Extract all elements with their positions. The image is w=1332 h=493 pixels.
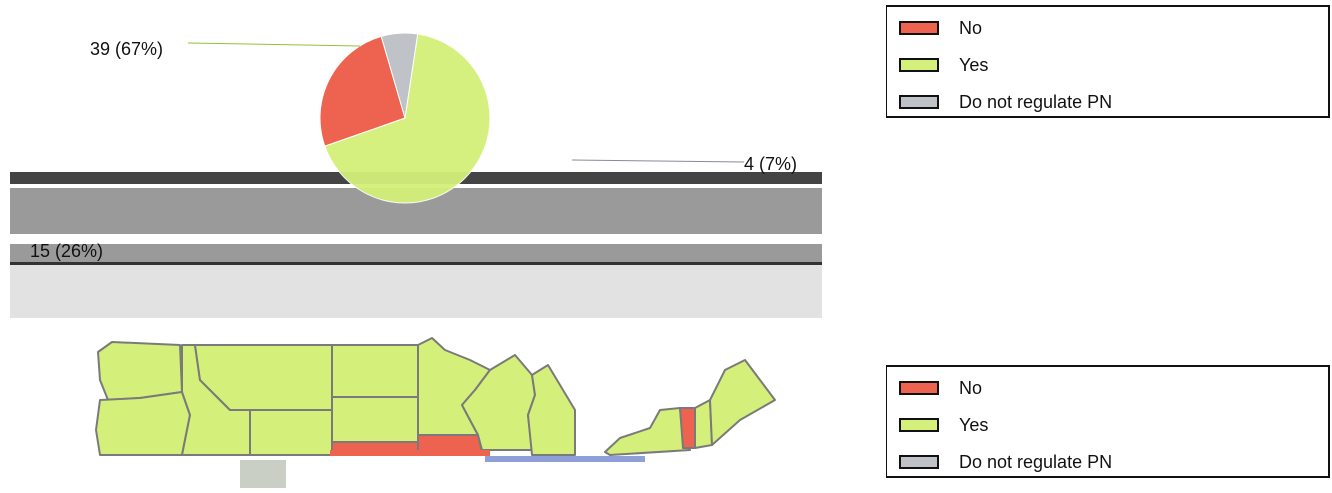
map-state-me [709,359,776,446]
map-state-wy [249,409,333,456]
map-state-sd [331,396,419,443]
pie-slice-no [319,35,406,147]
legend-bottom: No Yes Do not regulate PN [886,365,1330,478]
legend-label: Yes [959,414,989,435]
pie-dark-line-2 [10,262,822,265]
pie-slice-not-regulated [380,32,419,119]
map-artifact-2 [330,450,490,456]
map-state-ia [417,434,483,453]
legend-item-yes: Yes [887,410,988,440]
map-state-or [95,391,191,456]
map-state-wi [461,354,536,451]
legend-item-do-not-regulate-pn: Do not regulate PN [887,447,1112,477]
legend-label: Do not regulate PN [959,91,1113,112]
legend-item-no: No [887,373,982,403]
legend-item-yes: Yes [887,50,988,80]
us-map [95,337,776,488]
map-state-mi [527,364,576,456]
map-artifact-0 [240,460,286,488]
map-artifact-1 [485,456,645,462]
legend-swatch [899,21,939,35]
legend-label: No [959,17,983,38]
pie-gray-band-2 [10,244,822,262]
pie-slice-yes [324,33,491,204]
pie-chart: 39 (67%) 15 (26%) 4 (7%) [10,32,822,318]
legend-item-do-not-regulate-pn: Do not regulate PN [887,87,1112,117]
legend-label: No [959,377,983,398]
legend-item-no: No [887,13,982,43]
pie-label-not-regulated: 4 (7%) [744,154,797,174]
legend-label: Do not regulate PN [959,451,1113,472]
pie-label-yes: 39 (67%) [90,39,163,59]
legend-swatch [899,58,939,72]
legend-label: Yes [959,54,989,75]
leader-line-yes [187,42,361,47]
legend-swatch [899,418,939,432]
legend-swatch [899,95,939,109]
map-state-wa [97,341,183,401]
legend-top: No Yes Do not regulate PN [886,5,1330,118]
map-state-vt [679,407,696,449]
map-state-nd [331,344,419,398]
map-state-ny [604,407,691,456]
leader-line-not [571,159,745,163]
legend-swatch [899,381,939,395]
legend-swatch [899,455,939,469]
pie-light-band [10,264,822,318]
pie-label-no: 15 (26%) [30,241,103,261]
